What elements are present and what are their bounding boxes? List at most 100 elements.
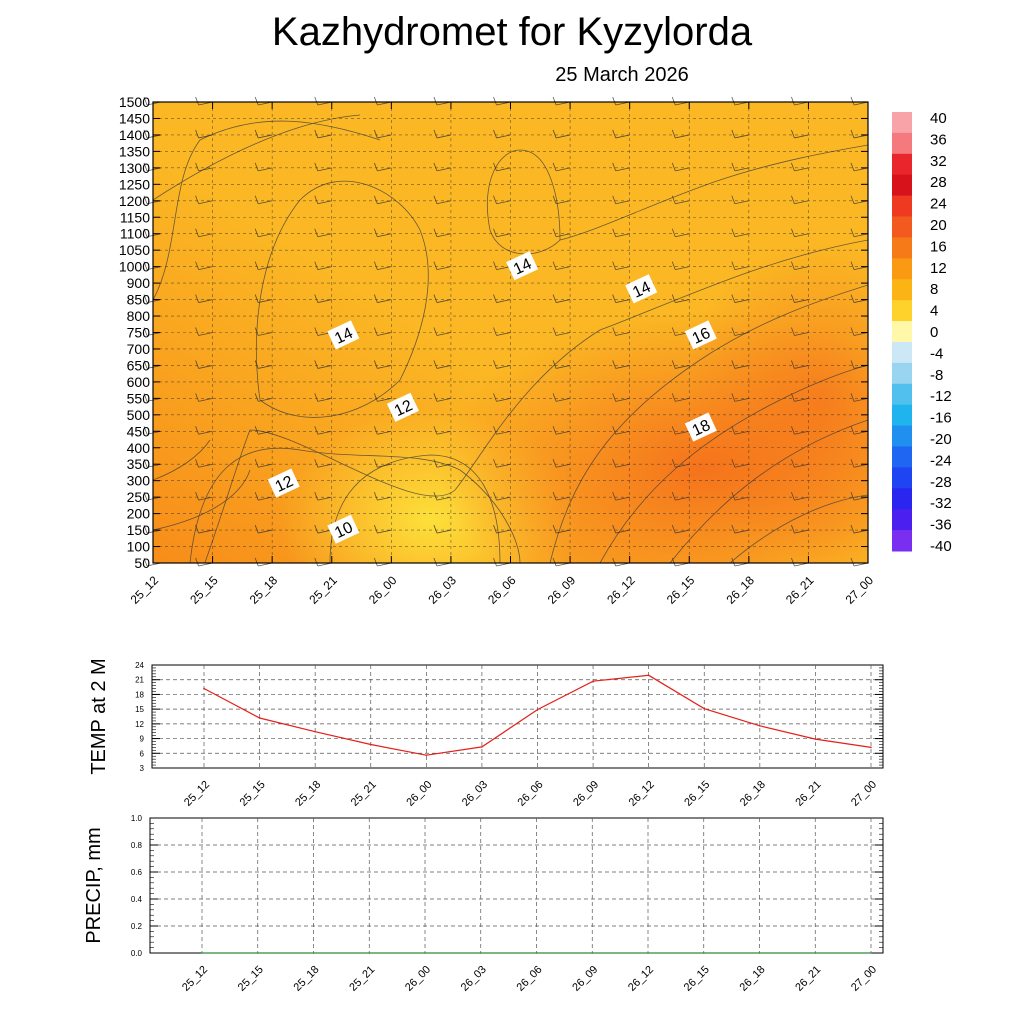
y-tick-label: 6 <box>140 749 145 758</box>
temp-2m-panel-point <box>703 707 706 710</box>
wind-barb <box>496 397 511 402</box>
wind-barb-flag <box>612 393 617 402</box>
wind-barb <box>198 332 213 336</box>
wind-barb-flag <box>850 524 855 534</box>
wind-barb <box>377 233 392 238</box>
wind-barb-flag <box>195 96 199 106</box>
wind-barb-flag <box>314 294 319 303</box>
wind-barb <box>794 397 809 402</box>
wind-barb-flag <box>373 557 378 567</box>
y-tick-label: 450 <box>127 423 151 439</box>
colorbar-label: 32 <box>930 153 947 170</box>
wind-barb-flag <box>143 228 148 237</box>
wind-barb-flag <box>850 228 855 237</box>
wind-barb <box>675 529 690 534</box>
y-tick-label: 300 <box>127 473 151 489</box>
wind-barb-flag <box>433 459 438 468</box>
wind-barb-flag <box>612 327 617 336</box>
wind-barb <box>675 200 690 205</box>
wind-barb <box>258 233 273 238</box>
wind-barb-flag <box>143 195 148 204</box>
wind-barb-flag <box>433 228 438 237</box>
wind-barb-flag <box>314 228 319 237</box>
wind-barb <box>496 430 511 435</box>
y-tick-label: 400 <box>127 440 151 456</box>
y-tick-label: 250 <box>127 489 151 505</box>
colorbar-label: 36 <box>930 131 947 148</box>
wind-barb-flag <box>254 195 259 204</box>
contour-label-text: 16 <box>690 325 713 348</box>
wind-barb <box>794 299 809 303</box>
wind-barb-flag <box>731 524 736 534</box>
wind-barb <box>198 529 213 534</box>
x-tick-label: 26_12 <box>604 573 638 607</box>
wind-barb <box>317 463 332 468</box>
wind-barb-flag <box>731 393 736 402</box>
y-tick-label: 15 <box>135 705 144 714</box>
colorbar-swatch <box>892 195 912 218</box>
wind-barb <box>734 167 749 172</box>
colorbar-label: -16 <box>930 410 952 427</box>
wind-barb <box>436 397 452 402</box>
contour-label-box <box>625 274 658 304</box>
isotherm <box>486 149 561 255</box>
wind-barb-flag <box>612 261 617 270</box>
wind-barb-flag <box>493 261 497 270</box>
y-tick-label: 9 <box>140 735 145 744</box>
wind-barb-flag <box>143 261 148 270</box>
wind-barb-flag <box>254 426 259 435</box>
wind-barb <box>734 430 749 435</box>
x-tick-label: 25_21 <box>347 964 377 994</box>
wind-barb-flag <box>314 524 319 534</box>
wind-barb <box>615 430 630 435</box>
wind-barb <box>198 397 213 402</box>
temp-2m-panel-point <box>258 717 261 719</box>
wind-barb-flag <box>850 459 855 468</box>
colorbar-swatch <box>892 425 912 447</box>
wind-barb-flag <box>254 557 259 567</box>
wind-barb-flag <box>373 327 378 336</box>
wind-barb-flag <box>731 294 736 303</box>
wind-barb-flag <box>612 426 617 435</box>
wind-barb-flag <box>373 459 378 468</box>
wind-barb-flag <box>731 426 736 435</box>
x-tick-label: 26_12 <box>626 964 656 994</box>
x-tick-label: 25_12 <box>182 779 212 809</box>
wind-barb <box>317 167 332 172</box>
wind-barb <box>675 463 690 468</box>
colorbar-swatch <box>892 132 912 155</box>
wind-barb-flag <box>314 129 319 139</box>
wind-barb-flag <box>143 524 148 534</box>
precip-panel-ylabel: PRECIP, mm <box>83 827 105 943</box>
wind-barb-flag <box>433 524 438 534</box>
x-tick-label: 26_21 <box>793 779 823 809</box>
wind-barb <box>555 365 571 369</box>
wind-barb-flag <box>373 129 378 139</box>
wind-barb-flag <box>791 162 795 171</box>
colorbar-label: -32 <box>930 495 952 512</box>
wind-barb-flag <box>254 459 259 468</box>
precip-panel-point <box>201 952 203 954</box>
x-tick-label: 26_09 <box>571 779 601 809</box>
wind-barb <box>615 134 630 139</box>
wind-barb-flag <box>195 162 199 171</box>
wind-barb-flag <box>850 294 855 303</box>
contour-label-text: 12 <box>273 473 296 496</box>
contour-labels: 14 14 14 16 12 18 12 10 <box>267 251 717 544</box>
wind-barb <box>555 167 571 172</box>
wind-barb-flag <box>373 261 378 270</box>
contour-label: 12 <box>386 392 419 422</box>
precip-panel: 0.0 0.2 0.4 0.6 0.8 1.0 25_12 25_15 25_18 25_21 26… <box>83 814 884 994</box>
wind-barb <box>377 332 392 336</box>
wind-barb-flag <box>143 426 148 435</box>
wind-barb <box>496 200 511 205</box>
wind-barb-flag <box>791 393 795 402</box>
wind-barb-flag <box>791 96 795 106</box>
colorbar-swatch <box>892 153 912 176</box>
wind-barb <box>436 430 452 435</box>
wind-barb-flag <box>373 195 378 204</box>
precip-panel-point <box>647 952 649 954</box>
temp-2m-panel-point <box>592 680 594 682</box>
y-tick-label: 850 <box>127 292 151 308</box>
wind-barb <box>258 200 273 205</box>
